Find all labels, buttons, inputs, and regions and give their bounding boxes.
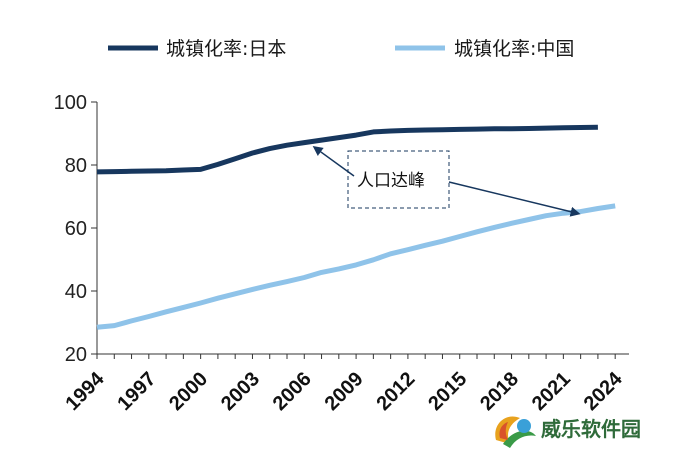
y-tick-label: 100: [54, 92, 87, 114]
annotation-arrow-japan: [312, 146, 355, 177]
annotation-box: [347, 150, 450, 209]
watermark-text: 威乐软件园: [541, 417, 641, 441]
x-tick-label: 2024: [580, 367, 628, 415]
y-tick-label: 20: [65, 344, 87, 366]
x-tick-label: 2009: [321, 368, 368, 415]
x-tick-label: 2000: [165, 368, 212, 415]
legend: 城镇化率:日本 城镇化率:中国: [108, 38, 574, 60]
x-tick-label: 1994: [62, 367, 110, 415]
series-line-china: [96, 203, 616, 330]
x-tick-label: 2018: [476, 368, 523, 415]
legend-label-japan: 城镇化率:日本: [166, 38, 286, 60]
x-tick-label: 2015: [424, 368, 471, 415]
x-tick-label: 2003: [217, 368, 264, 415]
y-tick-label: 40: [65, 281, 87, 303]
annotation-arrow-china: [448, 181, 581, 217]
y-tick-label: 80: [65, 155, 87, 177]
x-tick-label: 2021: [528, 368, 575, 415]
watermark: 威乐软件园: [495, 416, 641, 448]
watermark-logo: [495, 416, 536, 448]
annotation: 人口达峰: [312, 146, 581, 217]
x-tick-label: 2012: [372, 368, 419, 415]
x-axis-ticks: 1994 1997 2000 2003 2006 2009 2012 2015 2018 2021…: [62, 354, 628, 415]
series-line-japan: [96, 124, 598, 175]
axes: [96, 102, 629, 355]
x-tick-label: 2006: [269, 368, 316, 415]
annotation-label: 人口达峰: [357, 171, 425, 191]
y-axis-ticks: 20 40 60 80 100: [54, 92, 97, 366]
legend-label-china: 城镇化率:中国: [454, 38, 574, 60]
series-group: [96, 124, 616, 330]
x-tick-label: 1997: [113, 368, 160, 415]
y-tick-label: 60: [65, 218, 87, 240]
